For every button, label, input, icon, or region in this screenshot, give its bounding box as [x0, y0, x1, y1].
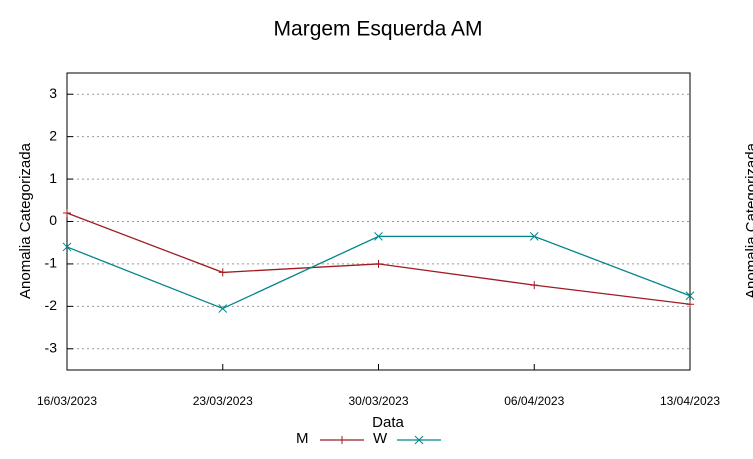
y-tick-label: -2	[45, 297, 58, 313]
point-marker	[529, 231, 539, 241]
point-marker	[530, 281, 539, 290]
y-tick-label: -3	[45, 339, 58, 355]
series-line	[66, 235, 691, 310]
x-tick-label: 13/04/2023	[660, 394, 720, 408]
point-marker	[218, 304, 228, 313]
point-marker	[414, 435, 424, 445]
point-marker	[374, 259, 383, 268]
point-marker	[685, 291, 695, 301]
point-marker	[62, 242, 72, 252]
x-axis-label: Data	[372, 414, 404, 431]
y-tick-label: -1	[45, 255, 58, 271]
legend-label: M	[296, 430, 309, 447]
y2-axis-label: Anomalia Categorizada	[743, 142, 753, 299]
point-marker	[374, 231, 383, 241]
chart-title: Margem Esquerda AM	[274, 18, 483, 41]
point-marker	[218, 268, 227, 277]
y-tick-label: 2	[49, 127, 57, 143]
legend-label: W	[373, 430, 388, 447]
x-tick-label: 06/04/2023	[504, 394, 564, 408]
y-tick-label: 1	[49, 170, 57, 186]
x-tick-label: 30/03/2023	[348, 394, 408, 408]
point-marker	[686, 300, 694, 309]
series-line	[66, 212, 691, 305]
point-marker	[338, 436, 346, 444]
y-tick-label: 3	[49, 85, 57, 101]
point-marker	[63, 209, 71, 218]
y-tick-label: 0	[49, 212, 57, 228]
x-tick-label: 16/03/2023	[37, 394, 97, 408]
x-tick-label: 23/03/2023	[193, 394, 253, 408]
y-axis-label: Anomalia Categorizada	[17, 142, 34, 299]
